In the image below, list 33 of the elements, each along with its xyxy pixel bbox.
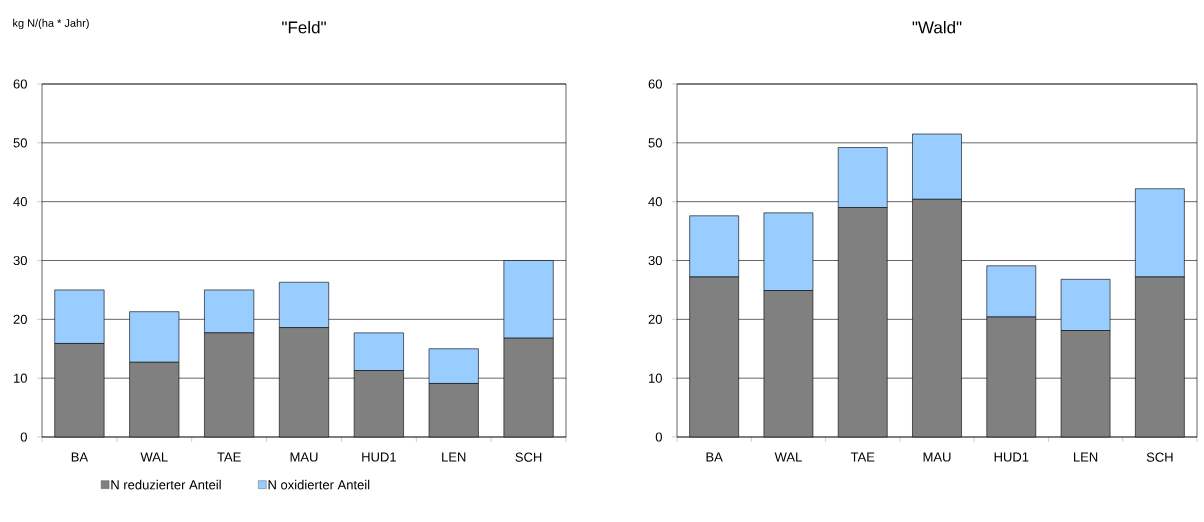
y-tick-label: 30 xyxy=(13,255,27,266)
y-tick-label: 10 xyxy=(14,373,27,383)
x-tick-label: BA xyxy=(706,452,723,462)
y-tick-label: 20 xyxy=(648,314,662,324)
y-tick-label: 50 xyxy=(13,138,27,148)
x-tick-label: WAL xyxy=(140,452,168,462)
y-tick-label: 0 xyxy=(655,432,662,442)
x-tick-label: LEN xyxy=(1074,452,1098,462)
x-tick-label: LEN xyxy=(442,452,466,462)
x-tick-label: MAU xyxy=(923,452,951,462)
y-tick-label: 40 xyxy=(13,197,27,207)
x-tick-label: WAL xyxy=(774,452,802,462)
legend-label: N reduzierter Anteil xyxy=(111,479,221,490)
y-tick-label: 40 xyxy=(648,197,662,207)
y-tick-label: 60 xyxy=(648,79,662,89)
chart-title: "Feld" xyxy=(282,20,326,34)
x-tick-label: SCH xyxy=(515,452,542,462)
chart-title: "Wald" xyxy=(912,20,962,34)
y-tick-label: 10 xyxy=(649,373,662,383)
y-tick-label: 60 xyxy=(13,79,27,89)
x-tick-label: HUD1 xyxy=(994,452,1029,462)
y-tick-label: 0 xyxy=(20,432,27,442)
x-tick-label: SCH xyxy=(1146,452,1173,462)
y-tick-label: 20 xyxy=(13,314,27,324)
x-tick-label: MAU xyxy=(290,452,318,462)
y-axis-title: kg N/(ha * Jahr) xyxy=(13,18,89,30)
x-tick-label: BA xyxy=(71,452,89,462)
y-tick-label: 30 xyxy=(648,255,662,266)
x-tick-label: TAE xyxy=(850,452,875,462)
x-tick-label: TAE xyxy=(217,452,241,462)
legend-label: N oxidierter Anteil xyxy=(268,479,370,490)
x-tick-label: HUD1 xyxy=(362,452,396,462)
y-tick-label: 50 xyxy=(648,138,662,148)
